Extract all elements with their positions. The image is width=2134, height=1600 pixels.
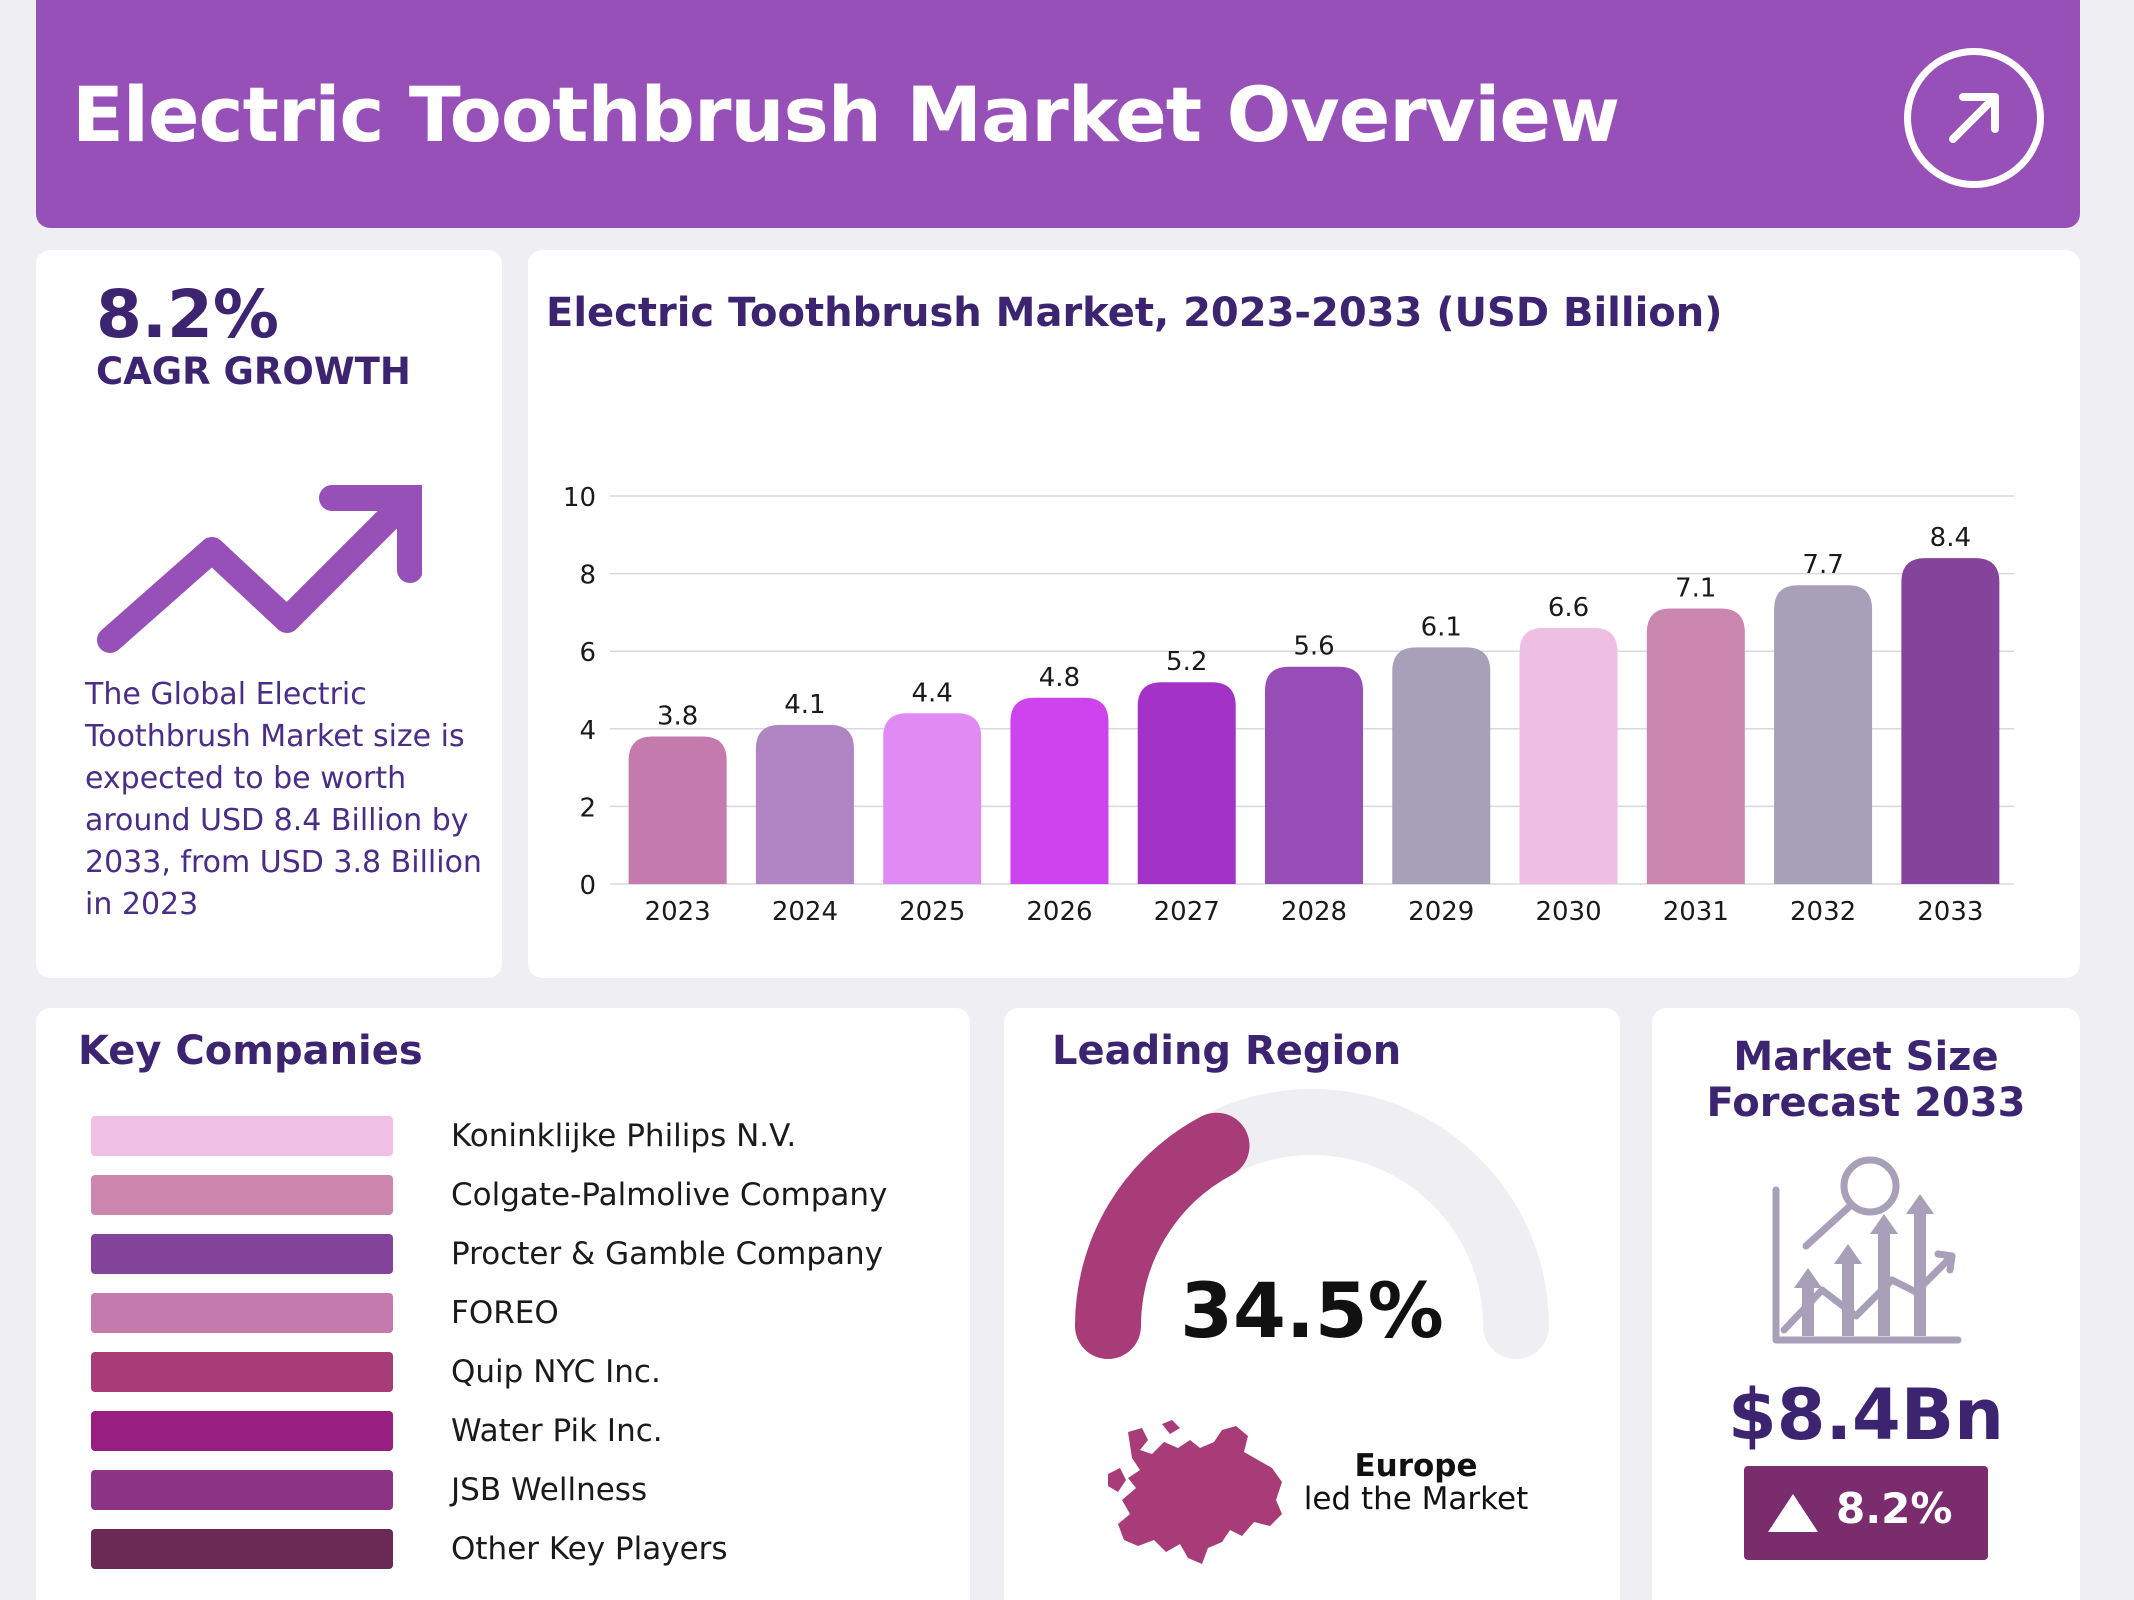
bar-value-label: 3.8	[657, 702, 698, 732]
bar-value-label: 6.1	[1421, 612, 1462, 642]
company-name: FOREO	[451, 1295, 559, 1331]
x-tick-label: 2032	[1790, 897, 1856, 927]
company-swatch	[91, 1234, 393, 1274]
forecast-growth-badge: 8.2%	[1744, 1466, 1988, 1560]
bar-value-label: 7.7	[1802, 550, 1843, 580]
bar	[1646, 608, 1745, 884]
company-item: Water Pik Inc.	[91, 1411, 951, 1453]
company-name: Quip NYC Inc.	[451, 1354, 661, 1390]
bar-value-label: 8.4	[1930, 523, 1971, 553]
x-tick-label: 2027	[1154, 897, 1220, 927]
x-tick-label: 2031	[1663, 897, 1729, 927]
company-swatch	[91, 1175, 393, 1215]
bar-value-label: 4.4	[912, 678, 953, 708]
company-item: Koninklijke Philips N.V.	[91, 1116, 951, 1158]
chart-title: Electric Toothbrush Market, 2023-2033 (U…	[546, 290, 1723, 336]
growth-analysis-icon	[1772, 1156, 1962, 1344]
y-tick-label: 0	[579, 871, 596, 901]
x-tick-label: 2025	[899, 897, 965, 927]
page-title: Electric Toothbrush Market Overview	[72, 70, 1620, 159]
company-name: Water Pik Inc.	[451, 1413, 663, 1449]
region-share-gauge	[1075, 1089, 1549, 1359]
x-tick-label: 2028	[1281, 897, 1347, 927]
company-name: Colgate-Palmolive Company	[451, 1177, 888, 1213]
x-tick-label: 2029	[1408, 897, 1474, 927]
bar	[755, 724, 854, 884]
company-item: Procter & Gamble Company	[91, 1234, 951, 1276]
x-tick-label: 2026	[1026, 897, 1092, 927]
arrow-up-right-icon[interactable]	[1904, 48, 2044, 188]
cagr-value: 8.2%	[96, 276, 280, 353]
company-swatch	[91, 1116, 393, 1156]
cagr-card: 8.2% CAGR GROWTH The Global Electric Too…	[36, 250, 502, 978]
x-tick-label: 2030	[1535, 897, 1601, 927]
bar-chart: 0 2 4 6 8 10 3.8 2023 4.1 2024 4.4 2025 4.8 2026 5.2 20…	[563, 483, 2014, 927]
company-item: Colgate-Palmolive Company	[91, 1175, 951, 1217]
gauge-fill	[1075, 1112, 1250, 1359]
region-share-value: 34.5%	[1180, 1266, 1444, 1355]
forecast-card: Market Size Forecast 2033 $8.4Bn 8.2%	[1652, 1008, 2080, 1600]
y-tick-label: 10	[563, 483, 596, 513]
forecast-title: Market Size Forecast 2033	[1652, 1034, 2080, 1126]
company-name: Procter & Gamble Company	[451, 1236, 883, 1272]
company-swatch	[91, 1352, 393, 1392]
cagr-description: The Global Electric Toothbrush Market si…	[85, 677, 482, 922]
region-card: Leading Region 34.5% Europe led the Mark…	[1004, 1008, 1620, 1600]
bar	[1901, 558, 2000, 884]
company-name: JSB Wellness	[451, 1472, 648, 1508]
forecast-title-line1: Market Size	[1733, 1034, 1999, 1080]
trend-up-arrow-icon	[97, 485, 422, 653]
bar	[1519, 627, 1618, 884]
companies-card: Key Companies Koninklijke Philips N.V. C…	[36, 1008, 970, 1600]
company-swatch	[91, 1470, 393, 1510]
company-name: Other Key Players	[451, 1531, 728, 1567]
companies-title: Key Companies	[78, 1028, 423, 1074]
bar-value-label: 5.2	[1166, 647, 1207, 677]
forecast-value: $8.4Bn	[1728, 1374, 2004, 1456]
bar	[628, 736, 727, 884]
bar	[1137, 682, 1236, 884]
company-swatch	[91, 1529, 393, 1569]
bar-value-label: 7.1	[1675, 574, 1716, 604]
cagr-label: CAGR GROWTH	[96, 350, 411, 393]
bar	[1265, 666, 1363, 884]
region-subtitle: led the Market	[1303, 1481, 1529, 1517]
x-tick-label: 2024	[772, 897, 838, 927]
forecast-title-line2: Forecast 2033	[1706, 1080, 2026, 1126]
bar-value-label: 6.6	[1548, 593, 1589, 623]
bar-value-label: 4.1	[784, 690, 825, 720]
company-swatch	[91, 1293, 393, 1333]
company-item: JSB Wellness	[91, 1470, 951, 1512]
y-tick-label: 8	[579, 561, 596, 591]
region-title: Leading Region	[1052, 1028, 1402, 1074]
y-tick-label: 4	[579, 716, 596, 746]
bar-value-label: 5.6	[1293, 632, 1334, 662]
y-tick-label: 2	[579, 793, 596, 823]
company-name: Koninklijke Philips N.V.	[451, 1118, 797, 1154]
y-tick-label: 6	[579, 638, 596, 668]
company-item: Other Key Players	[91, 1529, 951, 1571]
company-item: Quip NYC Inc.	[91, 1352, 951, 1394]
bar	[1774, 585, 1873, 884]
x-tick-label: 2023	[645, 897, 711, 927]
page-header: Electric Toothbrush Market Overview	[36, 0, 2080, 228]
bar-value-label: 4.8	[1039, 663, 1080, 693]
region-name: Europe	[1354, 1448, 1478, 1484]
bar	[883, 713, 982, 884]
chart-card: Electric Toothbrush Market, 2023-2033 (U…	[528, 250, 2080, 978]
company-swatch	[91, 1411, 393, 1451]
europe-map-icon	[1108, 1420, 1282, 1564]
forecast-growth-value: 8.2%	[1836, 1484, 1953, 1533]
triangle-up-icon	[1768, 1494, 1818, 1532]
company-item: FOREO	[91, 1293, 951, 1335]
bar	[1392, 647, 1491, 884]
bar	[1010, 697, 1109, 884]
x-tick-label: 2033	[1917, 897, 1983, 927]
